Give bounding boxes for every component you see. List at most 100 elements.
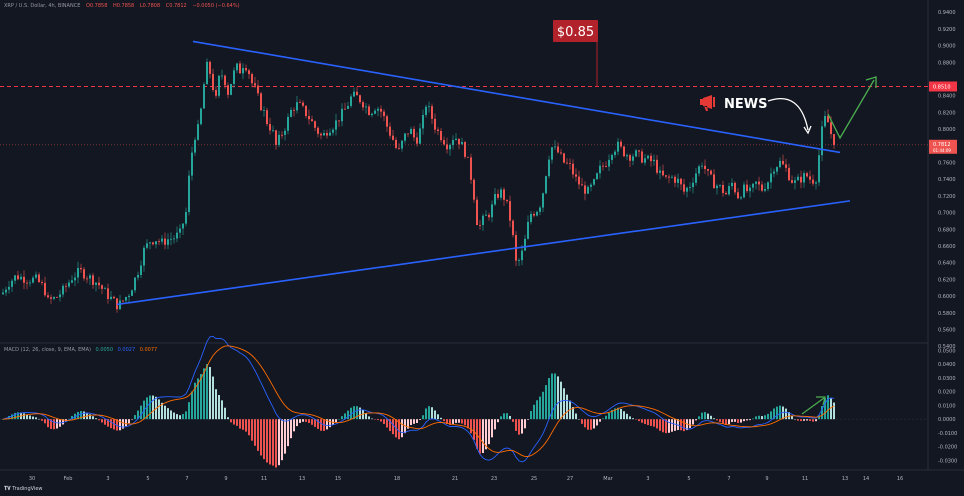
candle-body — [266, 110, 268, 125]
candle-body — [89, 275, 91, 279]
macd-histogram-bar — [230, 419, 232, 423]
candle-body — [260, 93, 262, 111]
macd-histogram-bar — [206, 364, 208, 420]
candle-body — [176, 232, 178, 239]
macd-histogram-bar — [485, 419, 487, 450]
candle-body — [224, 75, 226, 86]
macd-histogram-bar — [254, 419, 256, 446]
macd-histogram-bar — [155, 396, 157, 420]
macd-histogram-bar — [680, 419, 682, 431]
macd-histogram-bar — [386, 419, 388, 428]
macd-histogram-bar — [329, 419, 331, 428]
candle-body — [206, 61, 208, 85]
macd-histogram-bar — [32, 416, 34, 420]
macd-histogram-bar — [47, 419, 49, 428]
candle-body — [554, 146, 556, 148]
candle-body — [833, 134, 835, 146]
signal-line — [2, 345, 835, 457]
candle-body — [128, 295, 130, 298]
candle-body — [308, 116, 310, 120]
macd-histogram-bar — [455, 419, 457, 423]
macd-histogram-bar — [665, 419, 667, 434]
candle-body — [392, 135, 394, 140]
candle-body — [29, 282, 31, 284]
macd-histogram-bar — [803, 419, 805, 421]
candle-body — [473, 179, 475, 200]
macd-histogram-bar — [458, 419, 460, 423]
macd-header[interactable]: MACD (12, 26, close, 9, EMA, EMA) 0.0050… — [4, 347, 160, 353]
macd-histogram-bar — [563, 388, 565, 420]
macd-histogram-bar — [302, 419, 304, 422]
macd-histogram-bar — [431, 407, 433, 420]
macd-histogram-bar — [398, 419, 400, 440]
macd-histogram-bar — [518, 419, 520, 435]
macd-histogram-bar — [164, 405, 166, 420]
candle-body — [611, 154, 613, 160]
candle-body — [53, 297, 55, 299]
macd-histogram-bar — [251, 419, 253, 441]
candle-body — [518, 260, 520, 261]
macd-histogram-bar — [764, 415, 766, 420]
candle-body — [818, 155, 820, 183]
macd-histogram-bar — [449, 419, 451, 425]
candle-body — [104, 288, 106, 290]
macd-histogram-bar — [131, 419, 133, 420]
macd-histogram-bar — [560, 381, 562, 420]
tradingview-logo[interactable]: 𝐓𝐕 TradingView — [4, 486, 43, 492]
macd-histogram-bar — [62, 419, 64, 425]
candle-body — [785, 164, 787, 168]
macd-histogram-bar — [284, 419, 286, 454]
candle-body — [677, 178, 679, 183]
candle-body — [440, 130, 442, 141]
candle-body — [713, 174, 715, 189]
candle-body — [233, 70, 235, 85]
candle-body — [215, 90, 217, 96]
macd-histogram-bar — [575, 413, 577, 420]
macd-histogram-bar — [599, 419, 601, 422]
candle-body — [461, 142, 463, 145]
symbol-label[interactable]: XRP / U.S. Dollar, 4h, BINANCE — [4, 3, 81, 9]
macd-histogram-bar — [452, 419, 454, 424]
candle-body — [590, 184, 592, 187]
candle-body — [200, 108, 202, 125]
macd-histogram-bar — [215, 389, 217, 420]
macd-histogram-bar — [491, 419, 493, 438]
macd-histogram-bar — [38, 418, 40, 420]
macd-histogram-bar — [167, 408, 169, 420]
candle-body — [374, 110, 376, 114]
candle-body — [404, 133, 406, 141]
macd-histogram-bar — [92, 416, 94, 420]
candle-body — [641, 151, 643, 163]
candle-body — [686, 187, 688, 192]
candle-body — [737, 192, 739, 199]
candle-body — [401, 140, 403, 149]
candle-body — [680, 178, 682, 185]
candle-body — [269, 124, 271, 131]
macd-tick-label: 0.0300 — [938, 376, 956, 382]
candle-body — [302, 102, 304, 106]
macd-histogram-bar — [659, 419, 661, 431]
candle-body — [653, 159, 655, 162]
candle-body — [359, 95, 361, 103]
macd-histogram-bar — [140, 405, 142, 420]
macd-histogram-bar — [776, 406, 778, 420]
macd-histogram-bar — [797, 419, 799, 421]
candle-body — [395, 139, 397, 148]
candle-body — [716, 185, 718, 189]
macd-histogram-bar — [767, 413, 769, 420]
macd-histogram-bar — [161, 402, 163, 420]
candle-body — [281, 134, 283, 136]
candle-body — [230, 84, 232, 95]
macd-histogram-bar — [719, 419, 721, 422]
macd-histogram-bar — [743, 419, 745, 422]
candle-body — [26, 282, 28, 284]
candle-body — [248, 70, 250, 75]
candle-body — [170, 238, 172, 240]
macd-histogram-bar — [368, 416, 370, 420]
candle-body — [755, 181, 757, 184]
time-tick-label: 16 — [897, 476, 903, 482]
candle-body — [752, 183, 754, 188]
candle-body — [365, 106, 367, 108]
